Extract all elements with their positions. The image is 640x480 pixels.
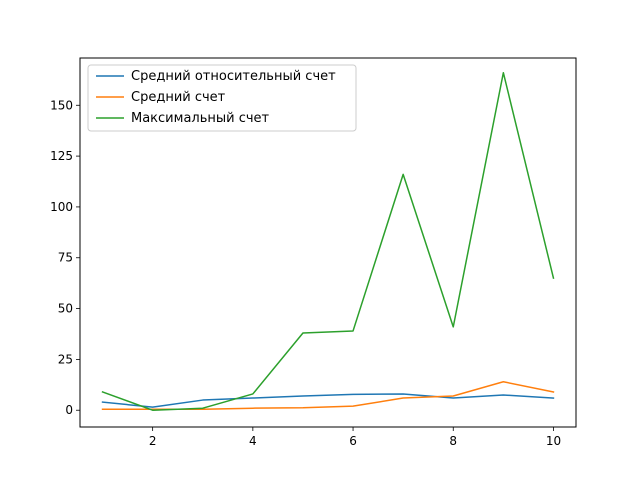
x-tick-label: 2: [149, 434, 157, 448]
y-axis-ticks: 0 25 50 75 100 125 150: [50, 98, 80, 417]
x-axis-ticks: 2 4 6 8 10: [149, 427, 561, 448]
y-tick-label: 100: [50, 200, 73, 214]
x-tick-label: 8: [449, 434, 457, 448]
legend-entry: Максимальный счет: [96, 111, 270, 126]
plot-frame: [79, 57, 577, 428]
legend: Средний относительный счет Средний счет …: [87, 64, 357, 132]
series-line-1: [101, 393, 555, 408]
y-tick-label: 125: [50, 149, 73, 163]
y-tick-label: 25: [58, 352, 73, 366]
legend-label: Средний относительный счет: [131, 69, 336, 84]
y-tick-label: 50: [58, 302, 73, 316]
legend-label: Средний счет: [131, 90, 226, 105]
legend-entry: Средний относительный счет: [96, 69, 336, 84]
x-tick-label: 6: [349, 434, 357, 448]
y-tick-label: 0: [65, 403, 73, 417]
legend-box: [87, 64, 357, 132]
x-tick-label: 4: [249, 434, 257, 448]
y-tick-label: 150: [50, 98, 73, 112]
x-tick-label: 10: [546, 434, 561, 448]
series-line-3: [101, 71, 555, 411]
legend-label: Максимальный счет: [131, 111, 270, 126]
series-layer: [101, 71, 555, 411]
y-tick-label: 75: [58, 251, 73, 265]
legend-entry: Средний счет: [96, 90, 226, 105]
